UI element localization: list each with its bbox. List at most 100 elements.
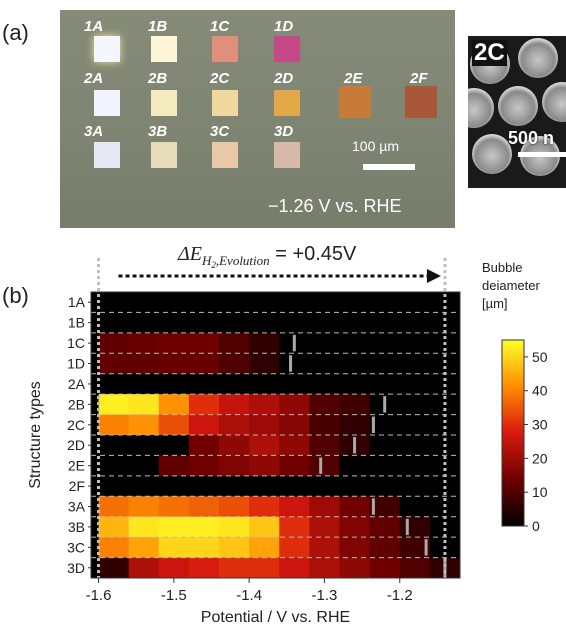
heatmap-cell xyxy=(128,394,160,416)
pad-1a xyxy=(94,36,120,62)
heatmap-cell xyxy=(98,312,130,334)
pad-2b xyxy=(151,90,177,116)
pad-label-3a: 3A xyxy=(84,123,104,140)
heatmap-cell xyxy=(369,435,401,456)
delta-symbol: ΔE xyxy=(177,243,202,265)
heatmap-cell xyxy=(369,537,401,559)
heatmap-cell xyxy=(158,332,190,354)
onset-marker xyxy=(443,559,447,576)
heatmap-cell xyxy=(309,435,341,456)
heatmap-cell xyxy=(188,537,220,559)
colorbar-gradient xyxy=(501,339,525,527)
heatmap-cell xyxy=(158,475,190,497)
heatmap-cell xyxy=(98,516,130,538)
photo-condition-label: −1.26 V vs. RHE xyxy=(268,196,402,216)
pad-3d xyxy=(274,142,300,168)
heatmap-cell xyxy=(339,292,371,313)
heatmap-cell xyxy=(188,292,220,313)
heatmap-cell xyxy=(188,414,220,436)
heatmap-cell xyxy=(188,455,220,477)
x-tick-label: -1.2 xyxy=(387,587,413,604)
x-tick-label: -1.5 xyxy=(161,587,187,604)
delta-value: = +0.45V xyxy=(270,243,357,265)
heatmap-cell xyxy=(188,312,220,334)
heatmap-cell xyxy=(128,332,160,354)
heatmap-cell xyxy=(249,332,280,354)
heatmap-cell xyxy=(128,353,160,375)
heatmap-cell xyxy=(219,475,250,497)
onset-marker xyxy=(371,498,375,515)
heatmap-cell xyxy=(249,414,280,436)
heatmap-chart: ΔEH2,Evolution = +0.45V 1A 1B 1C 1D 2A 2B 2C 2D… xyxy=(27,243,548,626)
heatmap-cell xyxy=(309,414,341,436)
heatmap-cell xyxy=(339,537,371,559)
heatmap-cell xyxy=(369,292,401,313)
colorbar-title: [µm] xyxy=(482,296,508,311)
heatmap-cell xyxy=(309,312,341,334)
micrograph-photo: 1A 1B 1C 1D 2A 2B 2C 2D 2E 2F 3A 3B 3C 3… xyxy=(60,10,455,228)
panel-b-letter: (b) xyxy=(2,283,29,308)
heatmap-cell xyxy=(309,353,341,375)
heatmap-cell xyxy=(249,373,280,395)
pad-label-1a: 1A xyxy=(84,18,104,35)
heatmap-cell xyxy=(309,373,341,395)
sem-scalebar-label: 500 n xyxy=(508,128,555,148)
heatmap-cell xyxy=(128,373,160,395)
heatmap-cell xyxy=(98,292,130,313)
onset-marker xyxy=(424,539,428,556)
heatmap-cell xyxy=(399,557,431,579)
heatmap-cell xyxy=(309,516,341,538)
onset-marker xyxy=(405,518,409,536)
heatmap-cell xyxy=(98,537,130,559)
heatmap-cell xyxy=(249,435,280,456)
colorbar-tick-label: 50 xyxy=(532,349,548,365)
heatmap-cell xyxy=(219,414,250,436)
pad-label-2e: 2E xyxy=(344,70,363,87)
heatmap-cell xyxy=(399,435,431,456)
heatmap-cell xyxy=(309,455,341,477)
delta-text: ΔEH2,Evolution = +0.45V xyxy=(177,243,357,270)
heatmap-cell xyxy=(369,496,401,518)
heatmap-cell xyxy=(249,394,280,416)
delta-subscript-3: ,Evolution xyxy=(216,253,270,268)
heatmap-cell xyxy=(128,516,160,538)
y-tick-label: 3C xyxy=(67,539,85,555)
heatmap-cell xyxy=(158,414,190,436)
heatmap-cell xyxy=(128,557,160,579)
heatmap-cell xyxy=(369,475,401,497)
heatmap-cell xyxy=(219,312,250,334)
heatmap-cell xyxy=(429,455,461,477)
heatmap-cell xyxy=(98,414,130,436)
heatmap-cell xyxy=(188,557,220,579)
onset-marker xyxy=(371,416,375,433)
heatmap-cell xyxy=(399,414,431,436)
heatmap-cell xyxy=(249,455,280,477)
heatmap-cell xyxy=(219,496,250,518)
heatmap-cell xyxy=(188,475,220,497)
pad-2d xyxy=(274,90,300,116)
heatmap-cell xyxy=(279,455,310,477)
y-tick-label: 2D xyxy=(67,437,85,453)
pad-3c xyxy=(212,142,238,168)
heatmap-cell xyxy=(158,516,190,538)
heatmap-cell xyxy=(128,496,160,518)
heatmap-cell xyxy=(399,353,431,375)
colorbar-tick-label: 0 xyxy=(532,518,540,534)
heatmap-cell xyxy=(279,414,310,436)
onset-marker xyxy=(319,457,323,474)
heatmap-cell xyxy=(188,353,220,375)
heatmap-cell xyxy=(98,373,130,395)
heatmap-cell xyxy=(249,292,280,313)
heatmap-cell xyxy=(158,292,190,313)
heatmap-cell xyxy=(188,516,220,538)
y-axis-label: Structure types xyxy=(27,381,44,489)
onset-marker xyxy=(292,334,296,352)
heatmap-cell xyxy=(249,516,280,538)
heatmap-cell xyxy=(249,537,280,559)
heatmap-cell xyxy=(429,516,461,538)
heatmap-cell xyxy=(158,435,190,456)
heatmap-cell xyxy=(399,475,431,497)
heatmap-cell xyxy=(188,332,220,354)
heatmap-cell xyxy=(249,312,280,334)
heatmap-cell xyxy=(128,475,160,497)
